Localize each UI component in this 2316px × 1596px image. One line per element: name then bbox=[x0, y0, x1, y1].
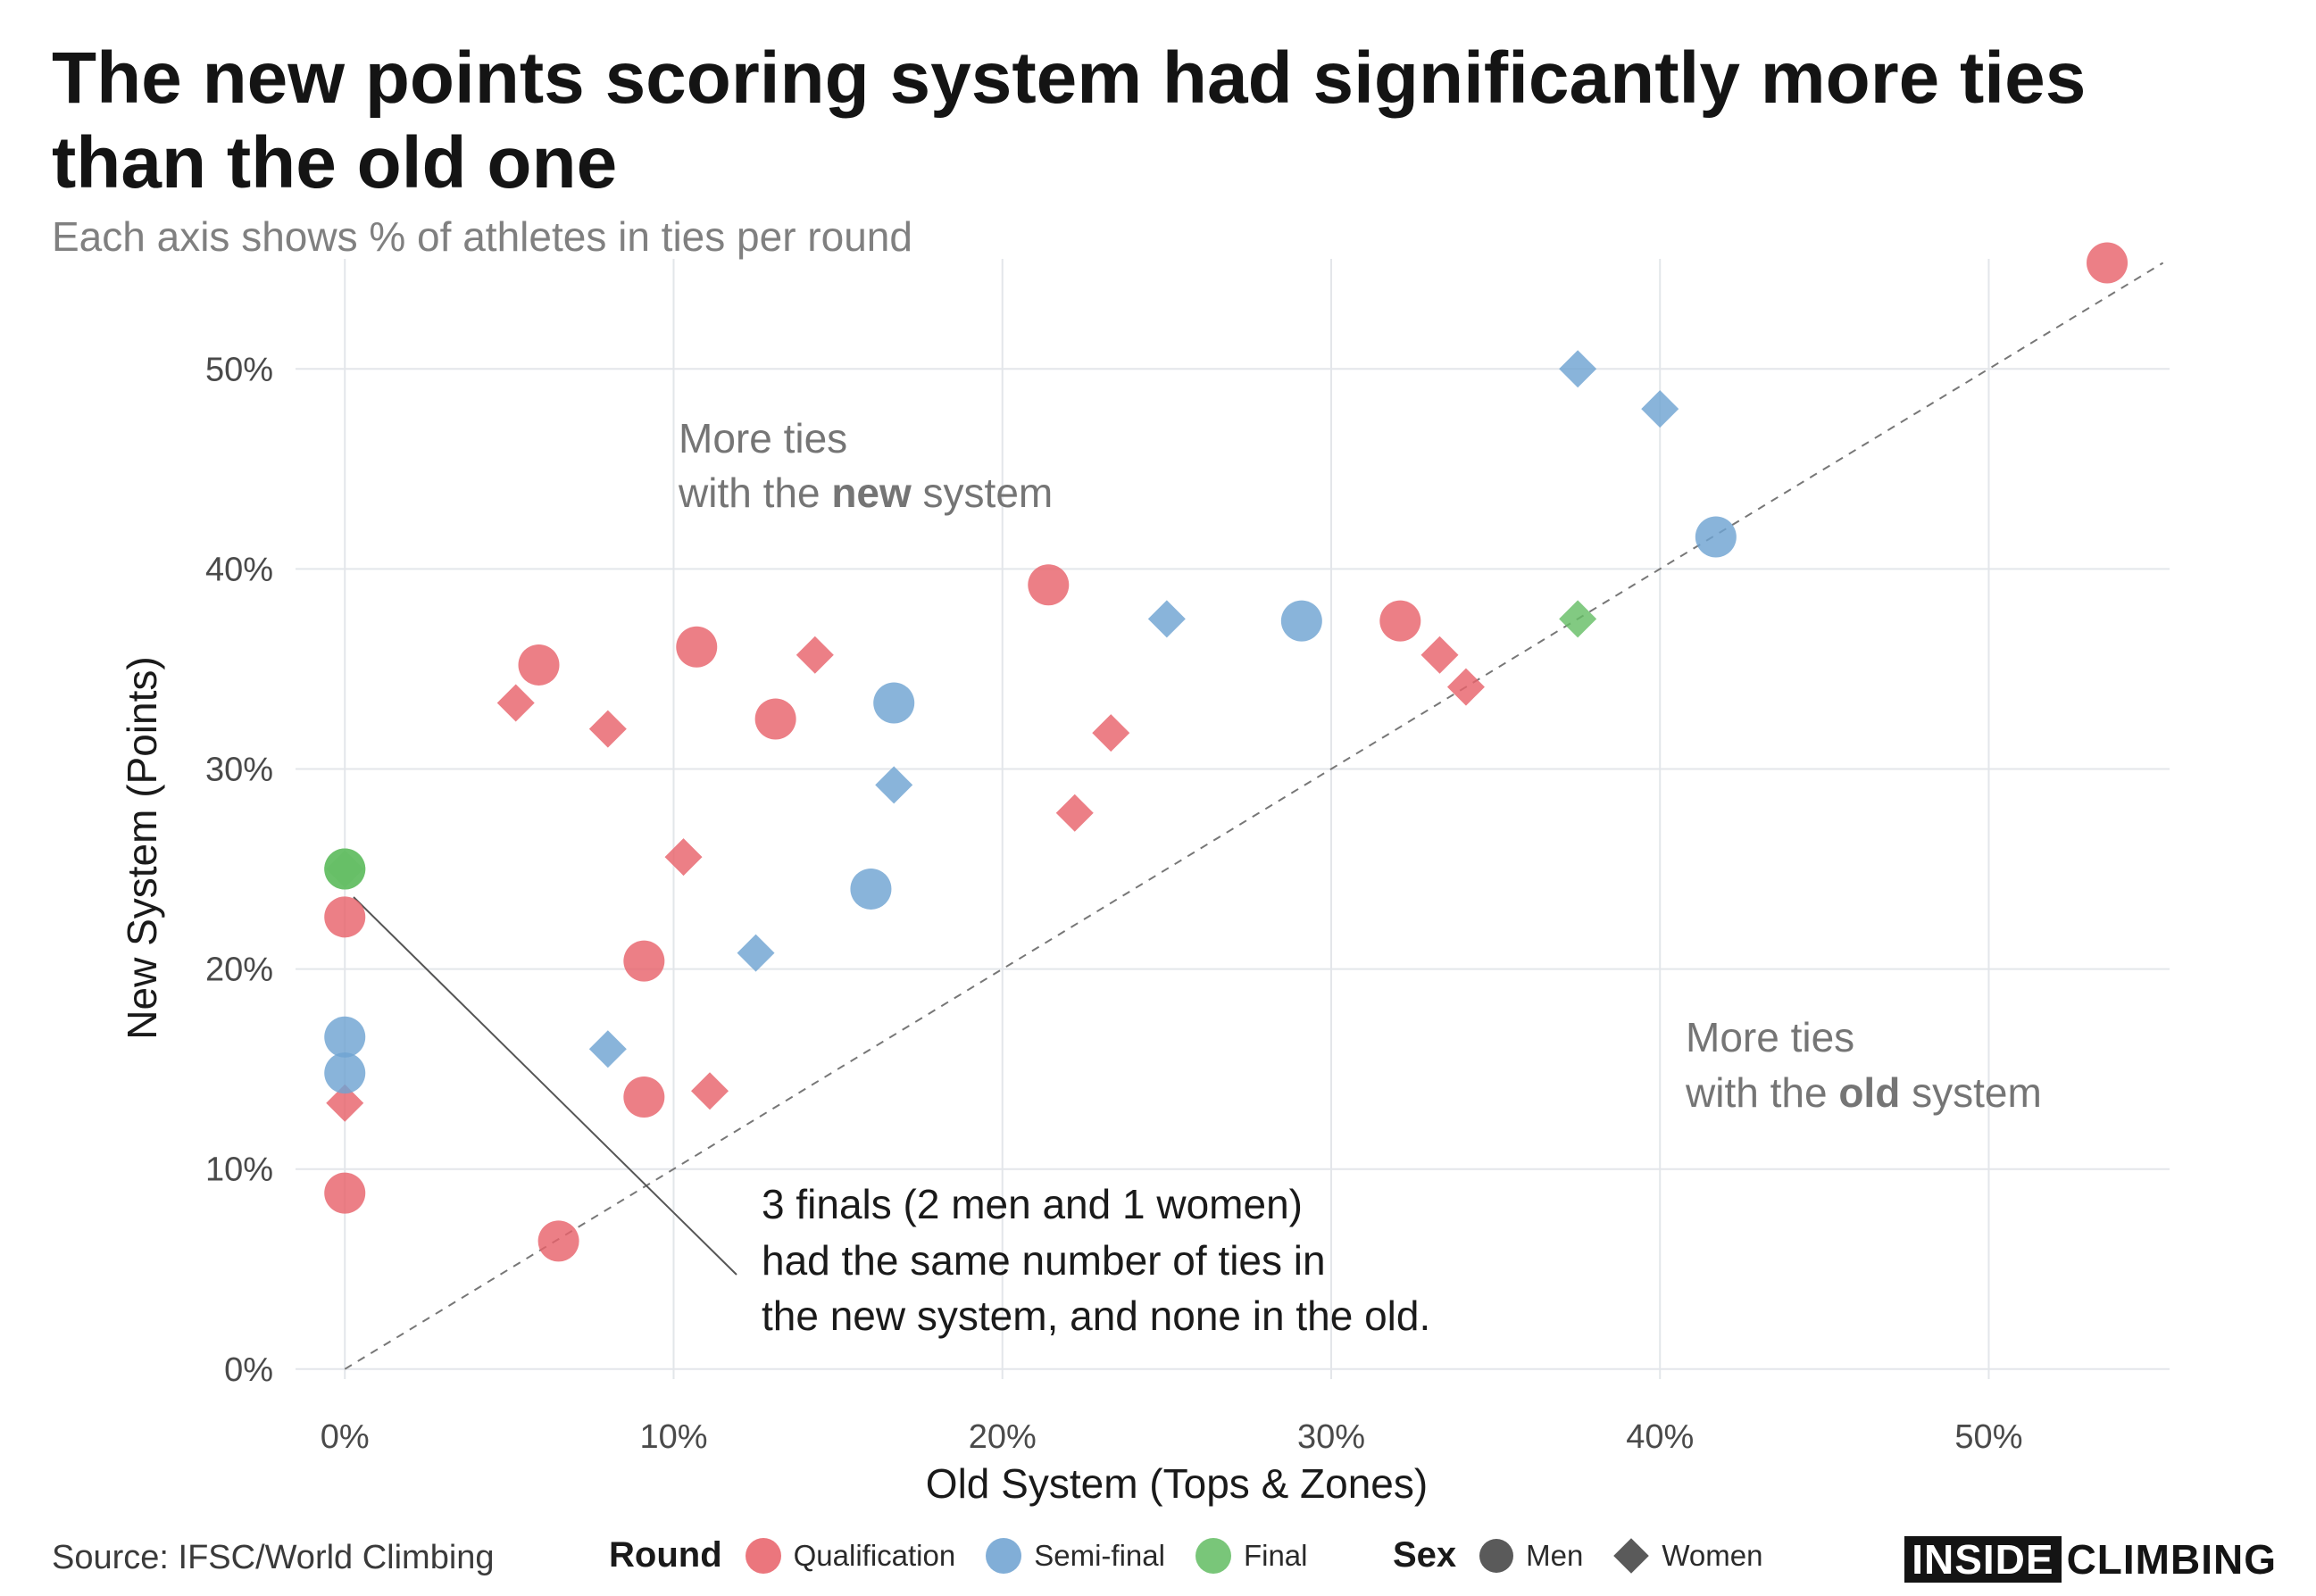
point-semi-final-men bbox=[324, 1016, 366, 1058]
point-semi-final-men bbox=[1280, 600, 1322, 642]
callout-line-1: 3 finals (2 men and 1 women) bbox=[762, 1181, 1303, 1227]
chart-subtitle: Each axis shows % of athletes in ties pe… bbox=[52, 213, 912, 260]
x-axis-label: Old System (Tops & Zones) bbox=[926, 1460, 1428, 1507]
footer: Source: IFSC/World Climbing Round Qualif… bbox=[0, 1517, 2316, 1589]
annotation-old-line2: with the old system bbox=[1685, 1069, 2042, 1116]
point-final-women bbox=[326, 850, 364, 888]
point-qualification-men bbox=[324, 1172, 366, 1214]
point-qualification-men bbox=[518, 644, 560, 686]
legend-label-men: Men bbox=[1526, 1538, 1584, 1572]
y-tick-label: 40% bbox=[205, 551, 273, 588]
annotation-old-post: system bbox=[1900, 1069, 2041, 1116]
point-final-women bbox=[1559, 600, 1597, 638]
legend-item-women: Women bbox=[1613, 1537, 1763, 1574]
point-qualification-men bbox=[676, 626, 718, 668]
legend-label-final: Final bbox=[1243, 1538, 1308, 1572]
callout-annotation: 3 finals (2 men and 1 women) had the sam… bbox=[762, 1181, 1430, 1339]
data-points bbox=[324, 242, 2129, 1262]
legend-label-women: Women bbox=[1662, 1538, 1763, 1572]
inside-climbing-logo: INSIDE CLIMBING bbox=[1904, 1535, 2277, 1584]
annotation-new-bold: new bbox=[831, 470, 912, 516]
source-note: Source: IFSC/World Climbing bbox=[52, 1539, 495, 1576]
callout-line-2: had the same number of ties in bbox=[762, 1237, 1326, 1284]
legend-item-semi-final: Semi-final bbox=[986, 1537, 1165, 1574]
point-semi-final-men bbox=[324, 1052, 366, 1094]
point-qualification-women bbox=[664, 838, 703, 877]
y-tick-label: 50% bbox=[205, 351, 273, 388]
chart-title: The new points scoring system had signif… bbox=[52, 37, 2087, 204]
point-semi-final-women bbox=[588, 1030, 627, 1068]
annotation-new-post: system bbox=[912, 470, 1053, 516]
x-tick-label: 50% bbox=[1954, 1418, 2022, 1456]
x-tick-label: 30% bbox=[1297, 1418, 1365, 1456]
legend-item-qualification: Qualification bbox=[745, 1537, 956, 1574]
y-axis-label: New System (Points) bbox=[119, 656, 165, 1039]
point-qualification-women bbox=[588, 710, 627, 748]
point-qualification-men bbox=[623, 940, 665, 982]
y-tick-label: 0% bbox=[224, 1351, 273, 1389]
point-qualification-men bbox=[1028, 564, 1070, 606]
y-tick-label: 30% bbox=[205, 751, 273, 788]
circle-icon bbox=[1479, 1538, 1514, 1573]
legend-label-qualification: Qualification bbox=[793, 1538, 956, 1572]
point-semi-final-women bbox=[737, 934, 775, 972]
point-semi-final-men bbox=[873, 682, 915, 724]
grid-lines bbox=[296, 259, 2170, 1379]
semi-final-swatch bbox=[986, 1537, 1022, 1574]
diamond-icon bbox=[1613, 1537, 1650, 1574]
point-qualification-women bbox=[1446, 668, 1485, 706]
point-semi-final-women bbox=[1641, 390, 1679, 428]
legend-item-men: Men bbox=[1479, 1538, 1584, 1573]
point-semi-final-women bbox=[875, 766, 913, 804]
point-semi-final-men bbox=[850, 868, 892, 910]
annotation-more-ties-new: More ties with the new system bbox=[678, 415, 1053, 516]
legend-item-final: Final bbox=[1195, 1537, 1308, 1574]
legend-round-title: Round bbox=[609, 1535, 722, 1575]
point-qualification-men bbox=[537, 1220, 579, 1262]
annotation-old-line1: More ties bbox=[1686, 1014, 1854, 1060]
x-tick-label: 0% bbox=[321, 1418, 370, 1456]
logo-box-text: INSIDE bbox=[1904, 1536, 2062, 1583]
tick-labels: 0% 10% 20% 30% 40% 50% 0% 10% 20% 30% 40% 50% bbox=[205, 351, 2023, 1456]
point-semi-final-women bbox=[1147, 600, 1186, 638]
annotation-new-line2: with the new system bbox=[678, 470, 1053, 516]
annotation-new-pre: with the bbox=[678, 470, 831, 516]
point-semi-final-women bbox=[1559, 350, 1597, 388]
reference-line bbox=[344, 262, 2164, 1370]
qualification-swatch bbox=[745, 1537, 781, 1574]
annotation-new-line1: More ties bbox=[679, 415, 847, 461]
point-qualification-women bbox=[326, 1084, 364, 1122]
point-qualification-women bbox=[496, 684, 535, 722]
point-qualification-men bbox=[623, 1076, 665, 1118]
point-qualification-men bbox=[324, 896, 366, 938]
x-tick-label: 20% bbox=[969, 1418, 1037, 1456]
legend-sex-title: Sex bbox=[1393, 1535, 1457, 1575]
point-qualification-men bbox=[754, 698, 796, 740]
point-qualification-women bbox=[1092, 714, 1130, 752]
annotation-old-pre: with the bbox=[1685, 1069, 1838, 1116]
point-qualification-women bbox=[796, 636, 834, 674]
callout-line-3: the new system, and none in the old. bbox=[762, 1293, 1430, 1339]
legend-label-semi-final: Semi-final bbox=[1034, 1538, 1165, 1572]
annotation-old-bold: old bbox=[1838, 1069, 1900, 1116]
point-qualification-women bbox=[690, 1072, 729, 1110]
point-semi-final-men bbox=[1695, 516, 1737, 558]
y-tick-label: 10% bbox=[205, 1151, 273, 1189]
x-tick-label: 10% bbox=[639, 1418, 707, 1456]
point-qualification-men bbox=[2087, 242, 2129, 284]
callout-leader-line bbox=[353, 896, 737, 1276]
legend-sex: Sex Men Women bbox=[1393, 1535, 1793, 1575]
logo-text: CLIMBING bbox=[2066, 1536, 2277, 1583]
annotation-more-ties-old: More ties with the old system bbox=[1685, 1014, 2042, 1116]
x-tick-label: 40% bbox=[1626, 1418, 1694, 1456]
y-tick-label: 20% bbox=[205, 952, 273, 989]
final-swatch bbox=[1195, 1537, 1231, 1574]
scatter-chart: 0% 10% 20% 30% 40% 50% 0% 10% 20% 30% 40% 50% Old S… bbox=[119, 242, 2170, 1507]
point-qualification-men bbox=[1379, 600, 1421, 642]
point-qualification-women bbox=[1420, 636, 1459, 674]
legend-round: Round Qualification Semi-final Final bbox=[609, 1535, 1337, 1575]
point-qualification-women bbox=[1055, 794, 1094, 832]
